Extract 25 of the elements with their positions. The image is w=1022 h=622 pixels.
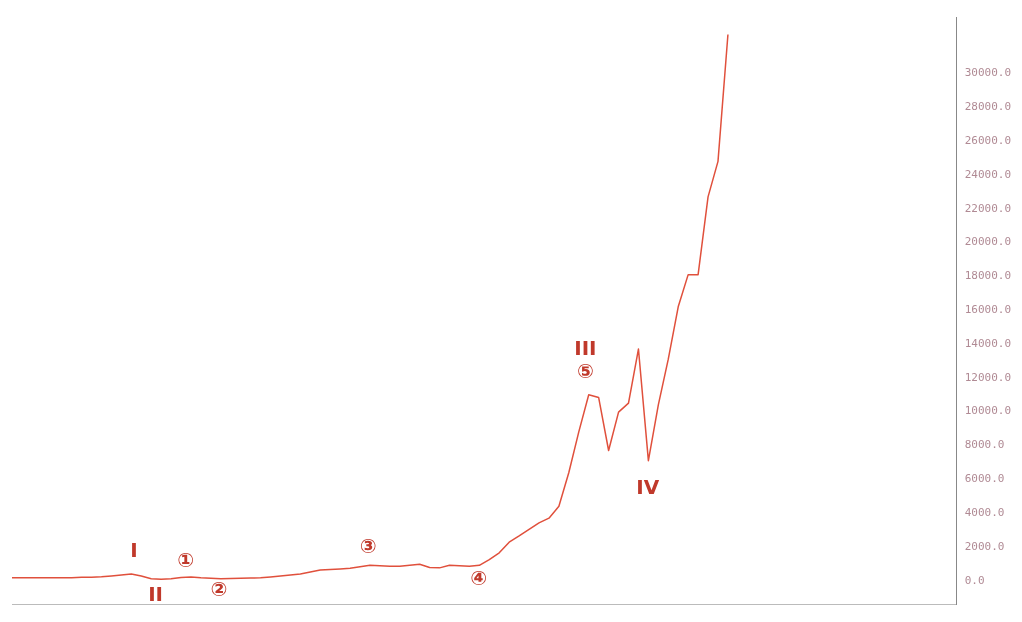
y-tick-label: 4000.0 bbox=[964, 505, 1005, 519]
annotation: ② bbox=[210, 577, 228, 602]
y-tick-label: 14000.0 bbox=[964, 336, 1011, 350]
y-tick-label: 24000.0 bbox=[964, 167, 1011, 181]
y-tick-label: 8000.0 bbox=[964, 438, 1005, 452]
annotation: IV bbox=[636, 475, 660, 499]
y-tick-label: 30000.0 bbox=[964, 66, 1011, 80]
annotation: ① bbox=[177, 548, 195, 573]
y-tick-label: 16000.0 bbox=[964, 303, 1011, 317]
y-tick-label: 0.0 bbox=[964, 573, 985, 587]
y-tick-label: 22000.0 bbox=[964, 201, 1011, 215]
y-tick-label: 12000.0 bbox=[964, 370, 1011, 384]
y-tick-label: 28000.0 bbox=[964, 100, 1011, 114]
y-tick-label: 2000.0 bbox=[964, 539, 1005, 553]
annotation: II bbox=[148, 581, 164, 606]
y-tick-label: 26000.0 bbox=[964, 133, 1011, 147]
y-tick-label: 20000.0 bbox=[964, 235, 1011, 249]
annotation: ⑤ bbox=[576, 358, 594, 383]
annotation: I bbox=[130, 537, 138, 562]
annotation: ④ bbox=[470, 565, 488, 590]
annotation: ③ bbox=[359, 533, 377, 558]
annotation: III bbox=[574, 335, 597, 360]
y-tick-label: 10000.0 bbox=[964, 404, 1011, 418]
y-tick-label: 6000.0 bbox=[964, 472, 1005, 486]
y-tick-label: 18000.0 bbox=[964, 269, 1011, 283]
